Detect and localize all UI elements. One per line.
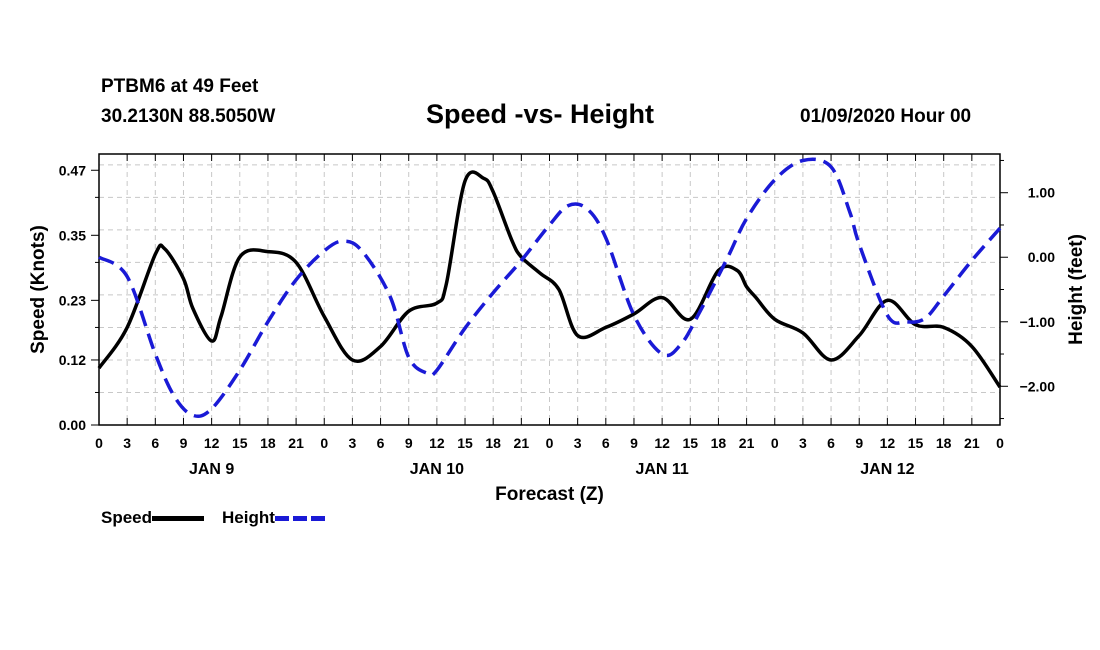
station-coordinates: 30.2130N 88.5050W xyxy=(101,106,276,127)
y-left-tick-label: 0.12 xyxy=(59,352,86,368)
y-right-tick-label: 1.00 xyxy=(1028,185,1055,201)
x-tick-label: 0 xyxy=(95,435,103,451)
legend-swatch-speed xyxy=(152,515,205,521)
x-tick-label: 15 xyxy=(682,435,698,451)
x-tick-label: 12 xyxy=(654,435,670,451)
x-tick-label: 12 xyxy=(880,435,896,451)
x-tick-label: 3 xyxy=(574,435,582,451)
y-right-tick-label: −1.00 xyxy=(1020,314,1056,330)
x-day-label: JAN 12 xyxy=(860,461,914,478)
x-tick-label: 12 xyxy=(204,435,220,451)
x-tick-label: 21 xyxy=(739,435,755,451)
chart-title: Speed -vs- Height xyxy=(426,99,655,129)
x-tick-label: 12 xyxy=(429,435,445,451)
y-right-tick-label: 0.00 xyxy=(1028,249,1055,265)
x-day-label: JAN 9 xyxy=(189,461,234,478)
x-tick-label: 9 xyxy=(630,435,638,451)
x-tick-label: 15 xyxy=(908,435,924,451)
x-tick-label: 3 xyxy=(799,435,807,451)
x-tick-label: 9 xyxy=(180,435,188,451)
y-right-axis-title: Height (feet) xyxy=(1066,234,1087,345)
series-line-speed xyxy=(97,170,1002,389)
legend-item-speed: Speed xyxy=(101,508,205,528)
y-left-tick-label: 0.00 xyxy=(59,417,86,433)
x-tick-label: 21 xyxy=(964,435,980,451)
x-tick-label: 6 xyxy=(602,435,610,451)
x-tick-label: 3 xyxy=(123,435,131,451)
station-name: PTBM6 at 49 Feet xyxy=(101,76,259,97)
x-tick-label: 6 xyxy=(377,435,385,451)
legend-label-speed: Speed xyxy=(101,508,153,527)
y-left-tick-label: 0.47 xyxy=(59,162,86,178)
y-right-tick-label: −2.00 xyxy=(1020,378,1056,394)
x-axis-title: Forecast (Z) xyxy=(495,484,604,505)
x-tick-label: 0 xyxy=(996,435,1004,451)
x-tick-label: 0 xyxy=(546,435,554,451)
x-day-label: JAN 11 xyxy=(635,461,688,478)
x-day-label: JAN 10 xyxy=(410,461,464,478)
y-left-tick-label: 0.23 xyxy=(59,292,86,308)
legend-swatch-height xyxy=(274,515,327,521)
legend-item-height: Height xyxy=(222,508,327,528)
x-tick-label: 9 xyxy=(405,435,413,451)
x-tick-label: 15 xyxy=(232,435,248,451)
x-tick-label: 18 xyxy=(936,435,952,451)
x-tick-label: 9 xyxy=(855,435,863,451)
x-tick-label: 18 xyxy=(260,435,276,451)
y-left-axis-title: Speed (Knots) xyxy=(28,225,49,354)
x-tick-label: 0 xyxy=(320,435,328,451)
x-tick-label: 21 xyxy=(288,435,304,451)
x-tick-label: 0 xyxy=(771,435,779,451)
forecast-datetime: 01/09/2020 Hour 00 xyxy=(800,106,972,127)
y-left-tick-label: 0.35 xyxy=(59,227,86,243)
x-tick-label: 6 xyxy=(827,435,835,451)
x-tick-label: 3 xyxy=(349,435,357,451)
series-line-height xyxy=(97,157,1002,419)
x-tick-label: 18 xyxy=(485,435,501,451)
x-tick-label: 21 xyxy=(514,435,530,451)
x-tick-label: 18 xyxy=(711,435,727,451)
legend: Speed Height xyxy=(101,508,345,528)
x-tick-label: 6 xyxy=(151,435,159,451)
x-tick-label: 15 xyxy=(457,435,473,451)
legend-label-height: Height xyxy=(222,508,275,527)
